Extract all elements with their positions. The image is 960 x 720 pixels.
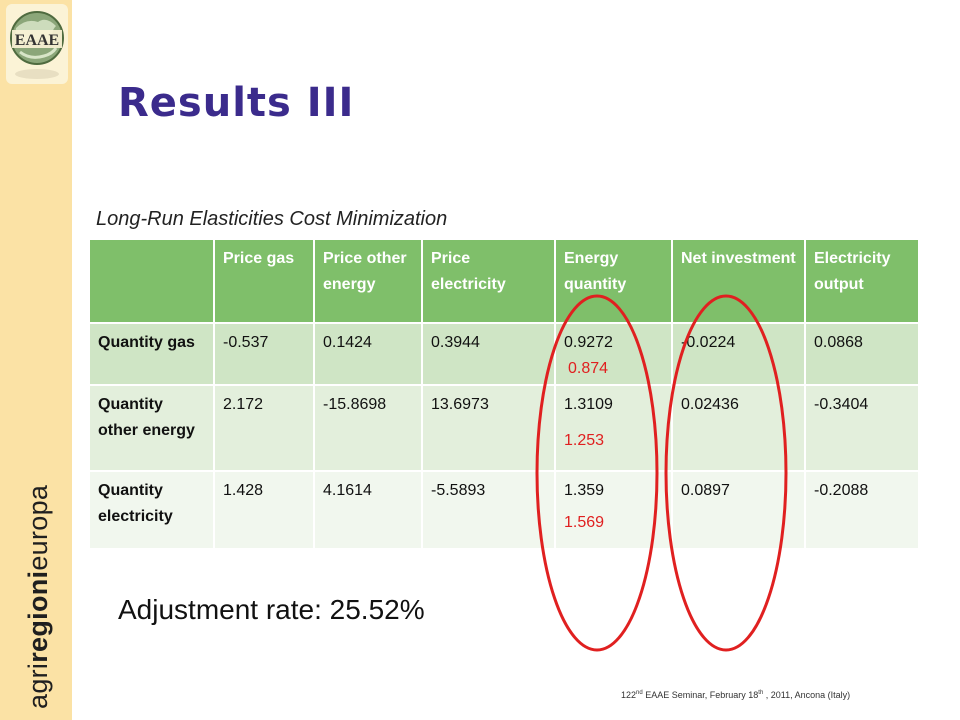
table-cell-value: 1.359 xyxy=(564,482,605,499)
table-cell: -0.537 xyxy=(213,322,315,386)
table-cell: 2.172 xyxy=(213,384,315,472)
table-cell: 13.6973 xyxy=(421,384,556,472)
elasticities-table: Price gas Price other energy Price elect… xyxy=(88,238,920,550)
brand-bold: regioni xyxy=(23,570,53,663)
row-label: Quantity gas xyxy=(88,322,215,386)
table-cell: -5.5893 xyxy=(421,470,556,550)
row-label: Quantity electricity xyxy=(88,470,215,550)
row-label: Quantity other energy xyxy=(88,384,215,472)
table-cell: 0.0897 xyxy=(671,470,806,550)
brand-prefix: agri xyxy=(23,662,53,709)
table-row: Quantity other energy 2.172 -15.8698 13.… xyxy=(88,384,920,472)
header-net-investment: Net investment xyxy=(671,238,806,324)
table-cell: -0.0224 xyxy=(671,322,806,386)
header-empty xyxy=(88,238,215,324)
table-cell-value: 0.9272 xyxy=(564,334,613,351)
table-cell: -0.3404 xyxy=(804,384,920,472)
footer-mid: EAAE Seminar, February 18 xyxy=(642,690,759,700)
energy-quantity-cell: 1.359 1.569 xyxy=(554,470,673,550)
table-cell-value: 1.3109 xyxy=(564,396,613,413)
sidebar: EAAE agriregionieuropa xyxy=(0,0,72,720)
header-price-electricity: Price electricity xyxy=(421,238,556,324)
table-cell: 0.3944 xyxy=(421,322,556,386)
table-cell: 0.1424 xyxy=(313,322,423,386)
header-price-other-energy: Price other energy xyxy=(313,238,423,324)
header-energy-quantity: Energy quantity xyxy=(554,238,673,324)
table-header-row: Price gas Price other energy Price elect… xyxy=(88,238,920,324)
energy-quantity-cell: 0.9272 0.874 xyxy=(554,322,673,386)
highlight-value: 0.874 xyxy=(568,360,609,377)
header-price-gas: Price gas xyxy=(213,238,315,324)
table-cell: -15.8698 xyxy=(313,384,423,472)
footer-prefix: 122 xyxy=(621,690,637,700)
table-cell: 0.0868 xyxy=(804,322,920,386)
footer-sup: nd xyxy=(636,690,643,696)
energy-quantity-cell: 1.3109 1.253 xyxy=(554,384,673,472)
table-cell: -0.2088 xyxy=(804,470,920,550)
table-cell: 0.02436 xyxy=(671,384,806,472)
header-electricity-output: Electricity output xyxy=(804,238,920,324)
highlight-value: 1.569 xyxy=(564,514,605,531)
brand-suffix: europa xyxy=(23,484,53,571)
eaae-logo: EAAE xyxy=(6,4,68,84)
table-row: Quantity gas -0.537 0.1424 0.3944 0.9272… xyxy=(88,322,920,386)
footer-sup: th xyxy=(758,690,764,696)
footer: 122nd EAAE Seminar, February 18th , 2011… xyxy=(621,690,850,700)
footer-suffix: , 2011, Ancona (Italy) xyxy=(763,690,851,700)
table-cell: 1.428 xyxy=(213,470,315,550)
table-cell: 4.1614 xyxy=(313,470,423,550)
slide-title: Results III xyxy=(118,80,355,126)
table-caption: Long-Run Elasticities Cost Minimization xyxy=(96,208,448,230)
table-row: Quantity electricity 1.428 4.1614 -5.589… xyxy=(88,470,920,550)
adjustment-rate: Adjustment rate: 25.52% xyxy=(118,594,425,625)
svg-text:EAAE: EAAE xyxy=(15,32,59,49)
agriregionieuropa-brand: agriregionieuropa xyxy=(18,409,58,709)
highlight-value: 1.253 xyxy=(564,432,605,449)
